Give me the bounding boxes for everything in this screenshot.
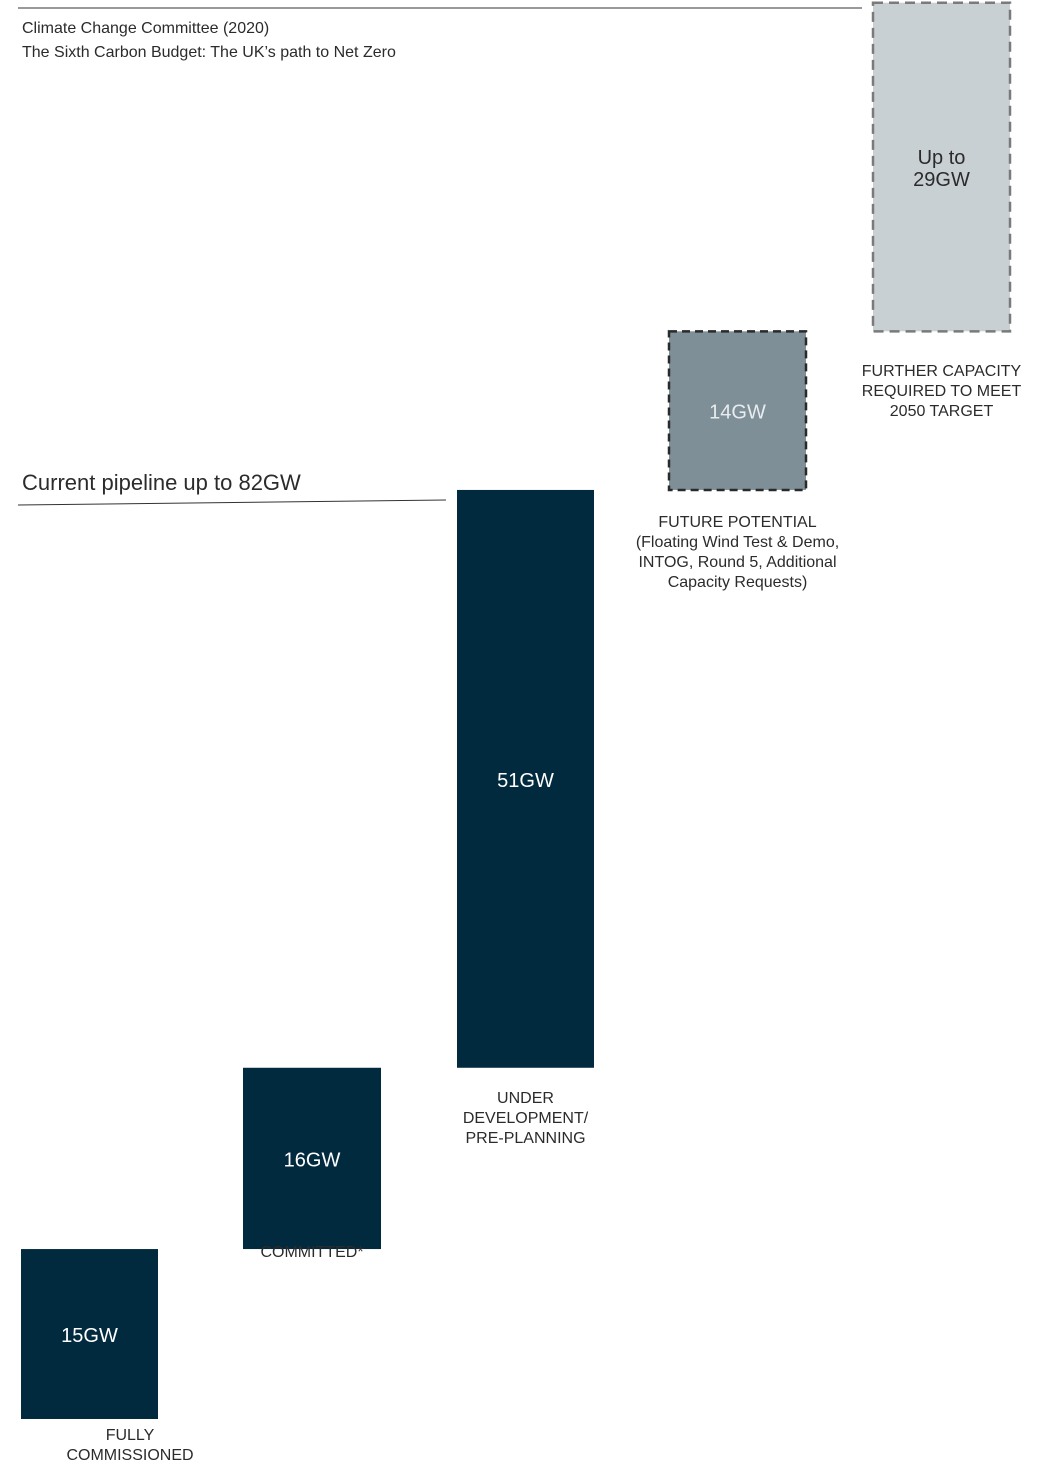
bar-value-label-3: 14GW [709,402,766,424]
category-label-3: FUTURE POTENTIAL (Floating Wind Test & D… [635,514,840,591]
source-line-2: The Sixth Carbon Budget: The UK’s path t… [22,44,396,61]
bar-2 [457,489,594,1068]
category-label-2: UNDER DEVELOPMENT/ PRE-PLANNING [462,1090,589,1147]
pipeline-reference-line [17,499,447,506]
category-label-1: COMMITTED* [260,1244,364,1261]
bar-value-label-2: 51GW [497,770,554,792]
bar-3 [667,330,808,492]
bar-value-label-0: 15GW [61,1325,118,1347]
pipeline-total-label: Current pipeline up to 82GW [22,470,301,495]
source-line-1: Climate Change Committee (2020) [22,20,270,37]
bar-value-label-1: 16GW [284,1149,341,1171]
bar-4 [871,1,1012,333]
bar-1 [243,1067,381,1250]
category-label-4: FURTHER CAPACITY REQUIRED TO MEET 2050 T… [861,363,1022,420]
category-label-0: FULLY COMMISSIONED [66,1427,194,1464]
bar-value-label-4: Up to 29GW [913,147,970,191]
bar-0 [21,1249,158,1419]
